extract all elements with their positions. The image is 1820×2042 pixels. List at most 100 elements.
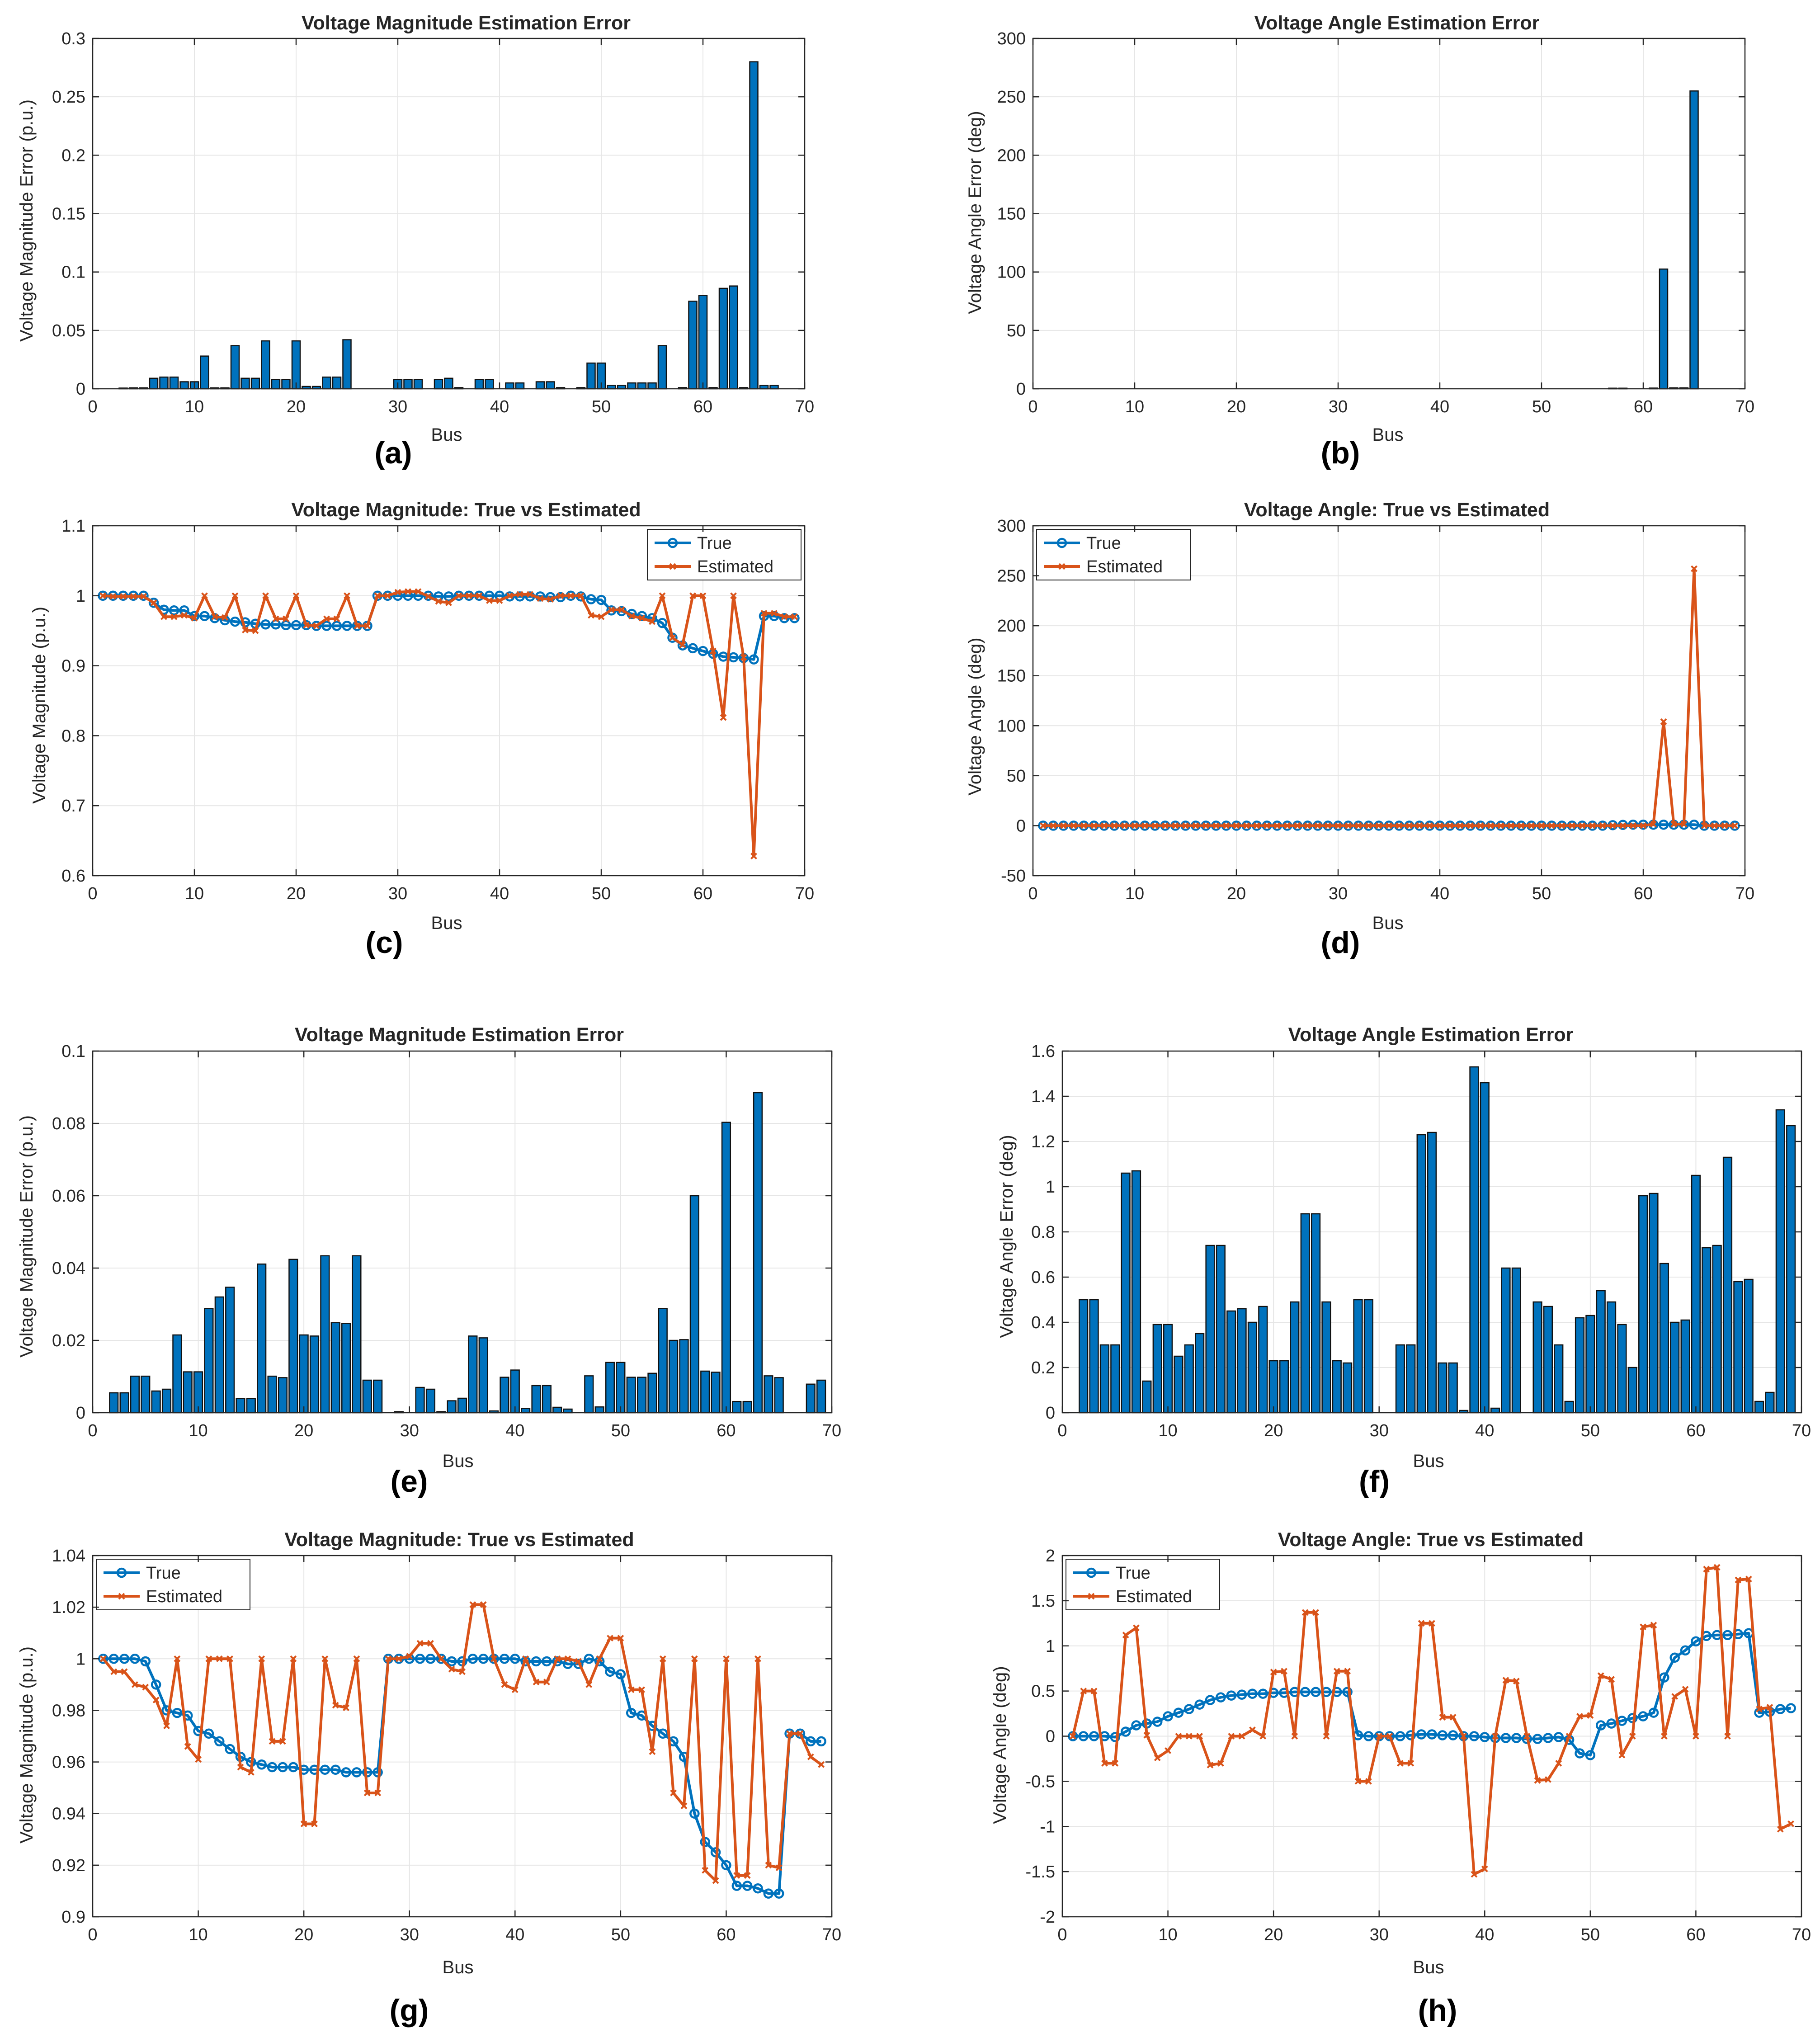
axes-b: 0 10 20 30 40 50 60 70 0 50 100 150 200 250 300 xyxy=(997,29,1755,416)
axes-frame xyxy=(92,525,806,877)
bar xyxy=(267,1375,277,1414)
y-tick-label: 0.96 xyxy=(52,1753,85,1772)
y-tick-label: 0.6 xyxy=(61,867,85,886)
data-point-estimated xyxy=(363,1789,371,1797)
data-point-estimated xyxy=(1217,1760,1224,1767)
bar xyxy=(1163,1324,1173,1414)
data-point-estimated xyxy=(1196,1733,1203,1740)
data-point-true xyxy=(172,1707,183,1718)
data-point-true xyxy=(763,1888,774,1899)
x-tick-label: 20 xyxy=(287,397,306,416)
data-point-true xyxy=(1595,1720,1606,1731)
data-point-true xyxy=(499,1654,510,1664)
data-point-estimated xyxy=(1080,822,1087,829)
data-point-estimated xyxy=(415,588,422,595)
bar xyxy=(322,376,331,390)
x-axis-label-c: Bus xyxy=(431,913,462,933)
data-point-true xyxy=(731,1881,742,1891)
bar xyxy=(309,1335,320,1414)
data-point-estimated xyxy=(1703,1566,1710,1573)
data-point-true xyxy=(789,613,800,623)
data-point-true xyxy=(330,1764,341,1775)
data-point-true xyxy=(552,1656,562,1667)
x-tick-label: 10 xyxy=(185,884,204,903)
x-tick-label: 50 xyxy=(592,397,611,416)
data-point-estimated xyxy=(1497,822,1504,829)
data-point-true xyxy=(203,1728,214,1739)
data-point-estimated xyxy=(1429,1620,1435,1627)
bar xyxy=(1532,1301,1542,1414)
legend-label-estimated: Estimated xyxy=(1086,557,1163,576)
y-tick-label: 0.2 xyxy=(1031,1358,1055,1377)
legend-label-true: True xyxy=(1086,534,1121,553)
plot-area xyxy=(93,526,805,876)
data-point-estimated xyxy=(1202,822,1209,829)
y-tick-label: 0.92 xyxy=(52,1856,85,1875)
data-point-estimated xyxy=(201,592,208,599)
data-point-estimated xyxy=(1449,1714,1457,1721)
bar xyxy=(1585,1315,1595,1414)
data-point-estimated xyxy=(1060,822,1067,829)
bar xyxy=(1691,1174,1701,1414)
y-tick-label: 0.4 xyxy=(1031,1313,1055,1332)
data-point-estimated xyxy=(575,1658,582,1665)
bar xyxy=(1279,1360,1289,1414)
data-point-estimated xyxy=(406,1653,413,1660)
x-tick-label: 0 xyxy=(1028,397,1037,416)
data-point-estimated xyxy=(1735,1576,1742,1584)
x-tick-label: 30 xyxy=(1370,1421,1389,1440)
data-point-estimated xyxy=(1721,822,1728,829)
data-point-estimated xyxy=(226,1655,234,1662)
x-tick-label: 70 xyxy=(1792,1925,1811,1944)
data-point-estimated xyxy=(132,1681,138,1688)
data-point-estimated xyxy=(1344,1668,1351,1675)
data-point-true xyxy=(1258,1688,1268,1699)
data-point-estimated xyxy=(1365,1778,1372,1785)
data-point-estimated xyxy=(1439,1714,1446,1721)
data-point-estimated xyxy=(321,1655,329,1662)
chart-title-b: Voltage Angle Estimation Error xyxy=(1254,12,1540,34)
data-point-estimated xyxy=(211,613,218,620)
data-point-estimated xyxy=(585,1681,593,1688)
bar xyxy=(468,1335,478,1414)
data-point-estimated xyxy=(1243,822,1250,829)
bar xyxy=(1511,1267,1521,1414)
data-point-estimated xyxy=(689,592,696,599)
bar xyxy=(1606,1301,1617,1414)
y-axis-label-a: Voltage Magnitude Error (p.u.) xyxy=(17,99,37,342)
x-tick-label: 60 xyxy=(693,884,712,903)
bar xyxy=(721,1122,731,1414)
panel-letter-d: (d) xyxy=(1321,925,1360,960)
bar xyxy=(1131,1170,1141,1414)
data-point-estimated xyxy=(1090,822,1098,829)
data-point-estimated xyxy=(448,1665,455,1673)
data-point-estimated xyxy=(1281,1668,1287,1675)
data-point-true xyxy=(816,1736,826,1747)
legend-label-true: True xyxy=(146,1564,181,1583)
data-point-estimated xyxy=(1090,1688,1098,1695)
data-point-estimated xyxy=(1355,822,1362,829)
data-point-estimated xyxy=(1228,1733,1235,1740)
data-point-true xyxy=(626,1707,637,1718)
bar xyxy=(1099,1344,1110,1414)
data-point-estimated xyxy=(1175,1733,1182,1740)
bar xyxy=(246,1398,256,1414)
data-point-true xyxy=(698,646,708,656)
data-point-true xyxy=(1427,1729,1437,1740)
data-point-estimated xyxy=(1264,822,1270,829)
data-point-estimated xyxy=(1407,1760,1415,1767)
bar xyxy=(531,1385,541,1414)
bar xyxy=(729,285,738,390)
panel-g: True Estimated 0 10 20 30 40 50 60 70 0.9 0.92 0.94 0… xyxy=(17,1529,841,2028)
data-point-estimated xyxy=(501,1681,508,1688)
x-tick-label: 0 xyxy=(88,1421,97,1440)
data-point-true xyxy=(658,1728,668,1739)
data-point-true xyxy=(779,613,790,623)
x-tick-label: 50 xyxy=(592,884,611,903)
data-point-estimated xyxy=(1597,1672,1604,1679)
data-point-estimated xyxy=(1141,822,1148,829)
chart-title-f: Voltage Angle Estimation Error xyxy=(1288,1024,1574,1046)
y-tick-label: 300 xyxy=(997,517,1026,536)
